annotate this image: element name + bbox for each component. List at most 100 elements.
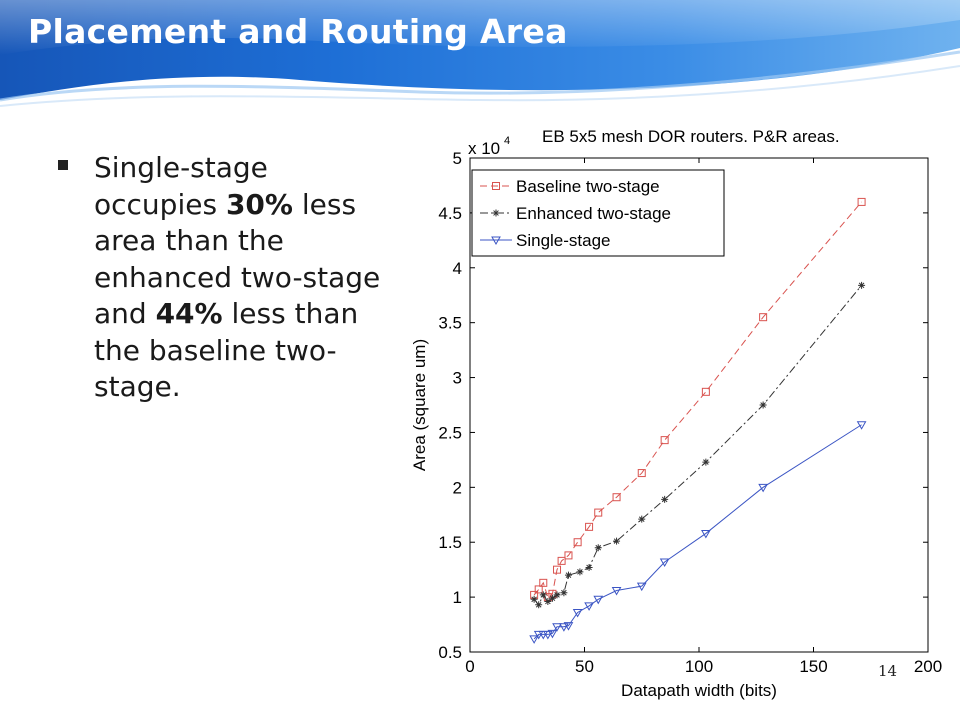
- y-tick-label: 2: [453, 478, 462, 497]
- data-point-triangle-down: [593, 595, 604, 605]
- bullet-text-emphasis: 30%: [225, 187, 293, 221]
- data-point-triangle-down: [542, 630, 553, 640]
- bullet-text-part: Single-stage occupies: [94, 151, 268, 221]
- y-tick-label: 3: [453, 369, 462, 388]
- data-point-star: [585, 563, 593, 571]
- data-point-triangle-down: [552, 623, 562, 632]
- slide-header: Placement and Routing Area: [0, 0, 960, 110]
- legend-label: Single-stage: [516, 231, 611, 250]
- data-point-triangle-down: [636, 582, 647, 592]
- data-point-star: [661, 495, 669, 503]
- data-point-triangle-down: [559, 623, 569, 632]
- series-single-stage: [529, 421, 867, 644]
- data-point-square: [539, 578, 548, 587]
- legend-label: Baseline two-stage: [516, 177, 660, 196]
- legend-item: Baseline two-stage: [480, 177, 660, 196]
- series-line: [533, 424, 862, 640]
- data-point-star: [594, 544, 602, 552]
- data-point-square: [585, 522, 594, 531]
- data-point-star: [492, 209, 500, 217]
- legend-box: [471, 169, 725, 257]
- data-point-triangle-down: [758, 483, 768, 493]
- x-tick-label: 200: [914, 657, 942, 676]
- data-point-triangle-down: [563, 622, 574, 631]
- y-tick-label: 1: [453, 588, 462, 607]
- data-point-star: [553, 591, 561, 599]
- legend-label: Enhanced two-stage: [516, 204, 671, 223]
- data-point-square: [573, 538, 582, 547]
- data-point-star: [702, 458, 710, 466]
- data-point-square: [857, 197, 866, 206]
- x-tick-label: 100: [685, 657, 713, 676]
- x-tick-label: 0: [465, 657, 474, 676]
- bullet-point: Single-stage occupies 30% less area than…: [58, 150, 388, 406]
- square-bullet-icon: [58, 160, 68, 170]
- data-point-square: [759, 313, 768, 322]
- y-multiplier-label: x 10: [468, 139, 500, 158]
- bullet-text: Single-stage occupies 30% less area than…: [94, 150, 388, 406]
- data-point-triangle-down: [659, 558, 670, 567]
- data-point-square: [637, 469, 646, 478]
- data-point-triangle-down: [491, 236, 501, 246]
- data-point-square: [701, 387, 710, 396]
- y-tick-label: 2.5: [438, 423, 462, 442]
- series-layer: [529, 197, 867, 644]
- data-point-square: [660, 436, 669, 445]
- data-point-triangle-down: [584, 602, 594, 611]
- chart-title: EB 5x5 mesh DOR routers. P&R areas.: [542, 127, 840, 146]
- data-point-square: [534, 585, 543, 594]
- data-point-square: [557, 556, 566, 565]
- data-point-square: [553, 565, 562, 574]
- data-point-star: [548, 594, 556, 602]
- series-enhanced-two-stage: [530, 281, 866, 609]
- data-point-square: [492, 182, 500, 190]
- y-tick-label: 4: [453, 259, 462, 278]
- y-axis-label: Area (square um): [410, 339, 429, 471]
- y-tick-label: 0.5: [438, 643, 462, 662]
- slide-title: Placement and Routing Area: [28, 12, 568, 51]
- data-point-star: [564, 571, 572, 579]
- data-point-star: [539, 591, 547, 599]
- data-point-star: [560, 589, 568, 597]
- bullet-text-emphasis: 44%: [155, 297, 223, 330]
- data-point-triangle-down: [701, 529, 711, 539]
- y-axis: 0.5 1 1.5 2 2.5 3 3.5 4 4.5 5: [438, 149, 928, 662]
- data-point-triangle-down: [533, 630, 544, 640]
- x-axis-label: Datapath width (bits): [621, 681, 777, 700]
- data-point-triangle-down: [856, 421, 867, 430]
- data-point-square: [594, 508, 603, 517]
- x-tick-label: 50: [575, 657, 594, 676]
- y-tick-label: 1.5: [438, 533, 462, 552]
- data-point-triangle-down: [529, 635, 539, 644]
- x-axis: 0 50 100 150 200: [465, 158, 942, 676]
- chart-container: EB 5x5 mesh DOR routers. P&R areas. x 10…: [380, 112, 960, 712]
- y-tick-label: 4.5: [438, 204, 462, 223]
- data-point-star: [576, 568, 584, 576]
- x-tick-label: 150: [799, 657, 827, 676]
- series-line: [533, 201, 862, 598]
- data-point-star: [535, 601, 543, 609]
- y-tick-label: 3.5: [438, 314, 462, 333]
- data-point-triangle-down: [547, 629, 558, 639]
- area-line-chart: EB 5x5 mesh DOR routers. P&R areas. x 10…: [410, 127, 942, 700]
- data-point-triangle-down: [611, 587, 622, 596]
- data-point-star: [613, 537, 621, 545]
- data-point-star: [759, 401, 767, 409]
- page-number: 14: [878, 662, 898, 680]
- series-baseline-two-stage: [530, 197, 866, 602]
- y-tick-label: 5: [453, 149, 462, 168]
- y-multiplier-exponent: 4: [504, 135, 510, 147]
- data-point-triangle-down: [538, 630, 549, 640]
- bullet-text-part: less area than the enhanced two-stage an…: [94, 187, 381, 331]
- header-swoosh-background: [0, 0, 960, 107]
- data-point-star: [858, 281, 866, 289]
- chart-legend: Baseline two-stage Enhanced two-stage Sing…: [471, 169, 725, 257]
- data-point-triangle-down: [572, 608, 583, 618]
- data-point-star: [544, 598, 552, 606]
- data-point-square: [564, 551, 573, 560]
- legend-item: Single-stage: [480, 231, 611, 250]
- bullet-text-part: less than the baseline two-stage.: [94, 297, 359, 403]
- data-point-star: [530, 595, 538, 603]
- legend-item: Enhanced two-stage: [480, 204, 671, 223]
- data-point-star: [638, 515, 646, 523]
